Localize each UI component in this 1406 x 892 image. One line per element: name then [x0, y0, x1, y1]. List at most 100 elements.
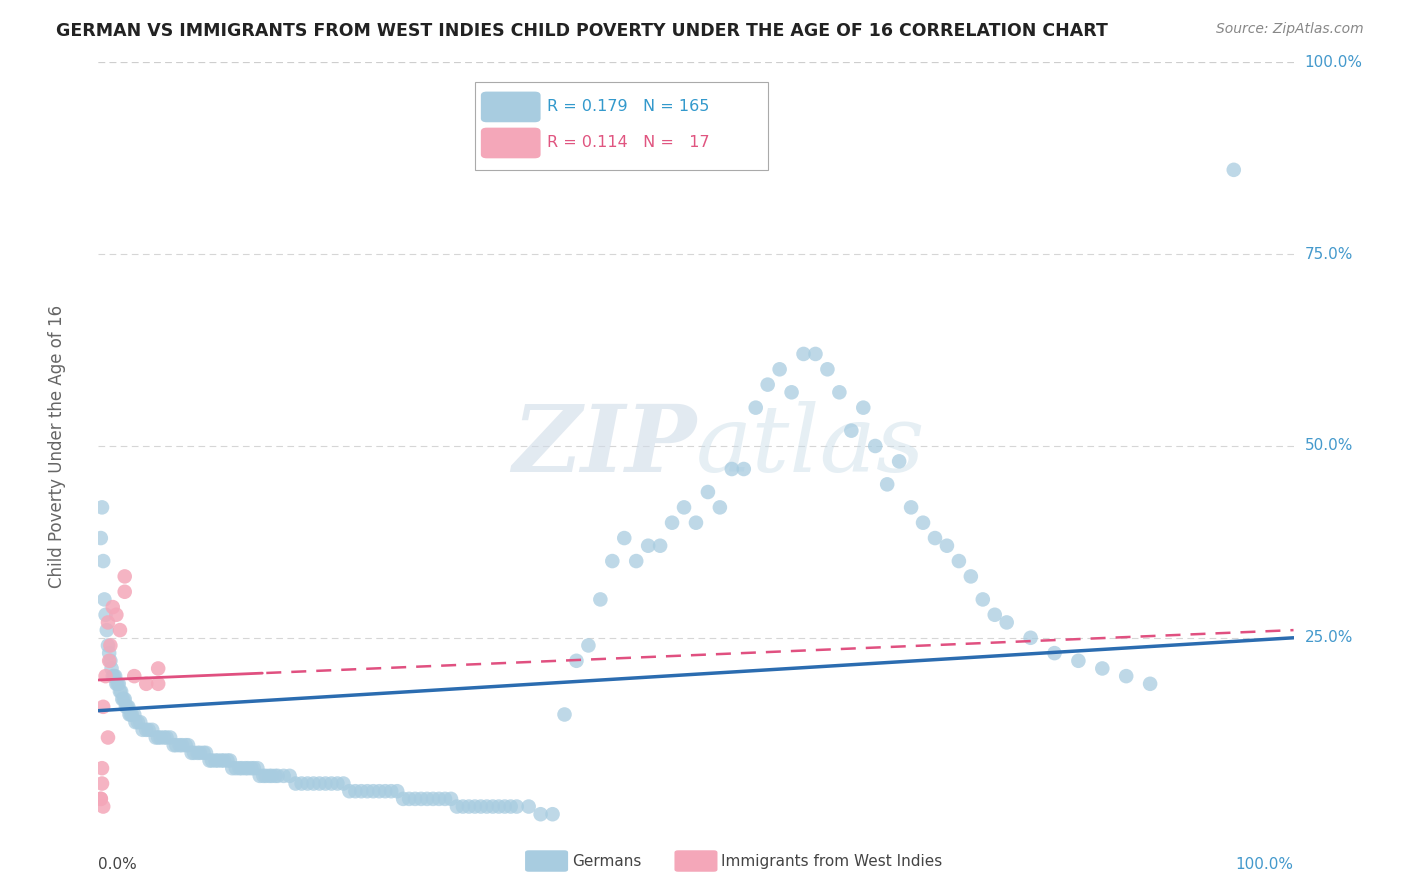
Point	[114, 584, 136, 599]
Point	[148, 661, 170, 675]
Point	[98, 654, 121, 668]
Point	[530, 807, 553, 822]
Point	[107, 677, 129, 691]
Point	[219, 754, 242, 768]
Point	[273, 769, 295, 783]
FancyBboxPatch shape	[475, 81, 768, 169]
Point	[363, 784, 385, 798]
Point	[91, 554, 114, 568]
Point	[661, 516, 683, 530]
Point	[554, 707, 576, 722]
Point	[721, 462, 744, 476]
Point	[118, 707, 141, 722]
Point	[321, 776, 343, 790]
Point	[308, 776, 330, 790]
Point	[148, 677, 170, 691]
Point	[517, 799, 540, 814]
Point	[259, 769, 281, 783]
Point	[302, 776, 325, 790]
Point	[267, 769, 290, 783]
Point	[91, 500, 114, 515]
Point	[188, 746, 211, 760]
Point	[506, 799, 529, 814]
Point	[110, 684, 132, 698]
Point	[198, 754, 221, 768]
Text: ZIP: ZIP	[512, 401, 696, 491]
Point	[385, 784, 409, 798]
FancyBboxPatch shape	[481, 128, 541, 158]
Point	[499, 799, 522, 814]
Point	[115, 699, 138, 714]
Point	[252, 769, 274, 783]
Point	[648, 539, 672, 553]
Point	[936, 539, 959, 553]
Point	[129, 715, 152, 730]
Point	[470, 799, 492, 814]
Point	[131, 723, 153, 737]
Point	[148, 731, 170, 745]
Point	[458, 799, 481, 814]
Point	[1115, 669, 1137, 683]
Text: 100.0%: 100.0%	[1236, 857, 1294, 872]
Point	[673, 500, 696, 515]
Point	[149, 731, 172, 745]
Point	[212, 754, 235, 768]
Text: 0.0%: 0.0%	[98, 857, 138, 872]
Point	[427, 792, 450, 806]
Point	[117, 699, 139, 714]
Point	[98, 639, 122, 653]
Point	[231, 761, 253, 775]
Point	[948, 554, 970, 568]
Point	[326, 776, 349, 790]
Point	[1139, 677, 1161, 691]
Point	[626, 554, 648, 568]
Point	[100, 661, 122, 675]
Point	[98, 646, 121, 660]
Point	[207, 754, 229, 768]
Point	[344, 784, 367, 798]
Point	[613, 531, 636, 545]
Point	[172, 738, 194, 752]
Point	[876, 477, 898, 491]
Point	[475, 799, 498, 814]
Point	[793, 347, 815, 361]
Point	[155, 731, 177, 745]
Point	[411, 792, 433, 806]
Point	[924, 531, 946, 545]
Point	[228, 761, 250, 775]
Point	[278, 769, 301, 783]
Point	[120, 707, 142, 722]
Point	[96, 623, 118, 637]
Point	[541, 807, 564, 822]
Text: Child Poverty Under the Age of 16: Child Poverty Under the Age of 16	[48, 304, 66, 588]
Point	[195, 746, 218, 760]
Point	[602, 554, 624, 568]
Point	[108, 623, 131, 637]
Point	[451, 799, 474, 814]
Point	[201, 754, 224, 768]
Point	[841, 424, 863, 438]
Point	[464, 799, 486, 814]
Point	[127, 715, 149, 730]
Point	[1067, 654, 1090, 668]
Point	[90, 792, 112, 806]
Point	[1223, 162, 1246, 177]
Text: 50.0%: 50.0%	[1305, 439, 1353, 453]
Text: atlas: atlas	[696, 401, 925, 491]
Point	[350, 784, 373, 798]
Point	[709, 500, 731, 515]
Point	[815, 362, 838, 376]
Point	[91, 776, 114, 790]
Point	[97, 639, 120, 653]
FancyBboxPatch shape	[675, 850, 717, 871]
Text: 25.0%: 25.0%	[1305, 631, 1353, 645]
Point	[204, 754, 226, 768]
Point	[187, 746, 209, 760]
Point	[111, 692, 134, 706]
Point	[94, 607, 117, 622]
Point	[780, 385, 803, 400]
Point	[356, 784, 378, 798]
Point	[494, 799, 516, 814]
Point	[235, 761, 257, 775]
Point	[217, 754, 239, 768]
